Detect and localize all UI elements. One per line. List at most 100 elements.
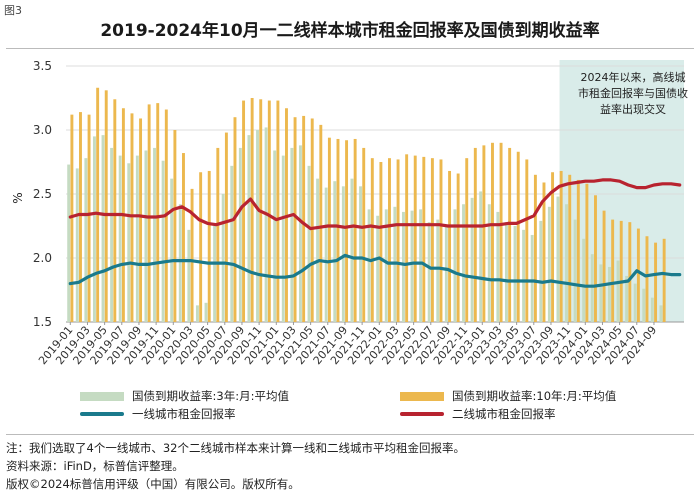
legend-label-10y: 国债到期收益率:10年:月:平均值: [452, 389, 617, 403]
bar-3y: [616, 260, 620, 322]
bar-3y: [256, 130, 259, 322]
bar-10y: [190, 188, 194, 322]
bar-10y: [413, 155, 417, 322]
bar-3y: [659, 305, 663, 322]
bar-10y: [551, 172, 555, 322]
bar-3y: [75, 168, 79, 322]
legend-swatch-3y: [80, 391, 124, 401]
bar-3y: [247, 135, 251, 322]
bar-10y: [576, 179, 580, 322]
legend-item-tier1: 一线城市租金回报率: [80, 406, 236, 422]
bar-10y: [87, 114, 91, 322]
title-divider: [6, 48, 694, 49]
bar-10y: [216, 147, 220, 322]
bar-10y: [353, 138, 357, 322]
footer-note: 注：我们选取了4个一线城市、32个二线城市样本来计算一线和二线城市平均租金回报率…: [6, 441, 465, 455]
legend-item-3y: 国债到期收益率:3年:月:平均值: [80, 388, 289, 404]
bar-3y: [204, 302, 208, 322]
bar-10y: [662, 238, 666, 322]
bar-3y: [298, 145, 302, 322]
bar-10y: [396, 159, 400, 322]
bar-3y: [384, 209, 388, 322]
bar-3y: [625, 275, 629, 322]
bar-10y: [525, 159, 529, 322]
bar-10y: [645, 236, 649, 322]
bar-3y: [67, 164, 71, 322]
bar-3y: [281, 155, 285, 322]
bar-3y: [642, 288, 646, 322]
bar-3y: [530, 234, 534, 322]
annotation-text: 2024年以来，高线城市租金回报率与国债收益率出现交叉: [578, 71, 688, 116]
bar-10y: [594, 195, 597, 322]
bar-10y: [628, 222, 632, 322]
bar-3y: [376, 215, 380, 322]
bar-3y: [607, 266, 611, 322]
bar-10y: [379, 162, 383, 322]
bar-10y: [508, 147, 512, 322]
bar-3y: [127, 163, 131, 322]
bar-10y: [327, 137, 331, 322]
bar-3y: [496, 211, 500, 322]
bar-10y: [267, 100, 271, 322]
bar-10y: [207, 170, 211, 322]
bar-3y: [590, 254, 594, 322]
bar-3y: [238, 147, 242, 322]
bar-10y: [199, 172, 203, 322]
bar-3y: [213, 226, 217, 322]
bar-10y: [585, 183, 589, 322]
bar-3y: [401, 211, 405, 322]
legend-item-10y: 国债到期收益率:10年:月:平均值: [400, 388, 616, 404]
bar-3y: [350, 178, 354, 322]
bar-3y: [101, 135, 105, 322]
bar-10y: [310, 118, 314, 322]
legend-swatch-tier1: [80, 412, 124, 416]
bar-3y: [479, 191, 483, 322]
bar-10y: [516, 151, 520, 322]
bar-3y: [290, 147, 294, 322]
tier1-line-path: [68, 253, 682, 288]
bar-10y: [319, 124, 323, 322]
bar-3y: [84, 158, 88, 322]
bar-3y: [170, 178, 174, 322]
bar-10y: [602, 210, 606, 322]
legend-swatch-10y: [400, 391, 444, 401]
bar-10y: [422, 156, 426, 322]
bar-10y: [104, 90, 108, 322]
bar-10y: [173, 130, 177, 322]
bar-3y: [161, 160, 165, 322]
bar-10y: [147, 104, 151, 323]
bar-10y: [113, 99, 117, 322]
bar-3y: [410, 210, 414, 322]
bar-3y: [273, 150, 277, 322]
legend-label-tier1: 一线城市租金回报率: [132, 407, 236, 421]
bar-3y: [307, 165, 311, 322]
bar-10y: [302, 115, 306, 322]
bar-10y: [559, 170, 563, 322]
footer-copyright: 版权©2024标普信用评级（中国）有限公司。版权所有。: [6, 477, 300, 491]
bar-10y: [636, 228, 640, 322]
bar-3y: [316, 178, 320, 322]
bar-10y: [405, 154, 409, 322]
bar-10y: [473, 147, 477, 322]
y-tick-label: 2.5: [33, 187, 52, 201]
bar-10y: [568, 174, 572, 322]
legend-label-3y: 国债到期收益率:3年:月:平均值: [132, 389, 289, 403]
bar-10y: [96, 87, 100, 322]
chart-title: 2019-2024年10月一二线样本城市租金回报率及国债到期收益率: [100, 21, 600, 41]
bar-3y: [341, 186, 345, 322]
bar-3y: [582, 238, 586, 322]
bar-10y: [293, 117, 297, 322]
bar-3y: [556, 196, 560, 322]
bar-10y: [70, 114, 74, 322]
bar-3y: [573, 219, 577, 322]
legend: 国债到期收益率:3年:月:平均值 国债到期收益率:10年:月:平均值 一线城市租…: [0, 384, 700, 424]
bar-10y: [611, 219, 615, 322]
bar-10y: [336, 138, 340, 322]
y-tick-label: 1.5: [33, 315, 52, 329]
bar-3y: [513, 226, 517, 322]
bar-3y: [153, 147, 156, 322]
bar-3y: [187, 229, 191, 322]
series-tier2-line: [68, 178, 682, 231]
bar-3y: [144, 150, 148, 322]
chart-canvas: 1.5 2.0 2.5 3.0 3.5 2019-012019-032019-05201…: [11, 59, 684, 367]
